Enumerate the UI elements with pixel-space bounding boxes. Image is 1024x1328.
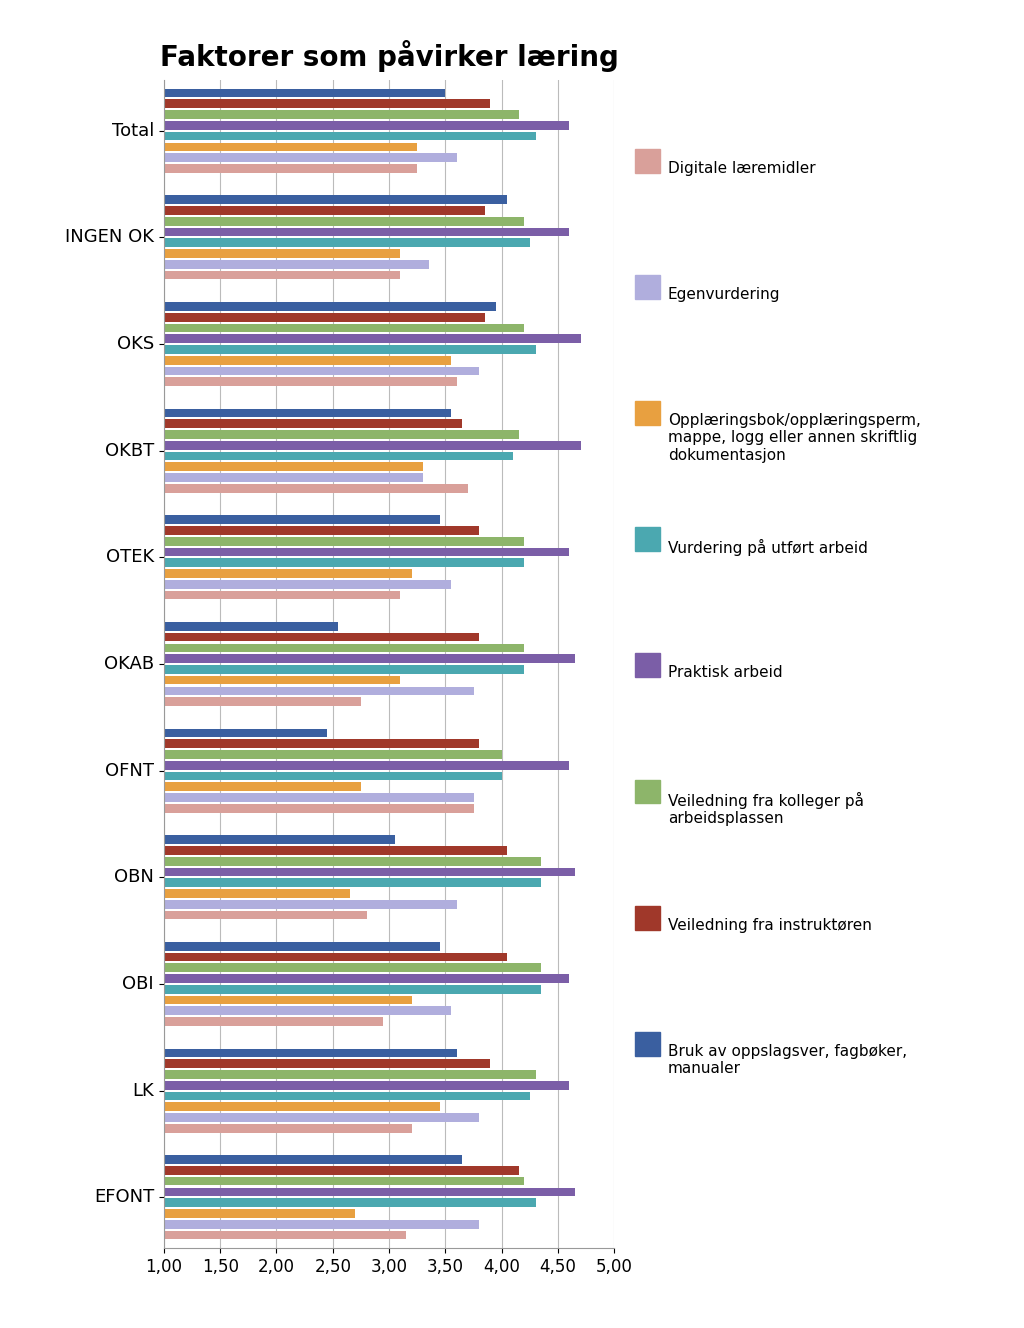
- Bar: [164, 131, 536, 141]
- Bar: [164, 1092, 530, 1101]
- Bar: [164, 558, 524, 567]
- Bar: [164, 420, 463, 428]
- Text: Vurdering på utført arbeid: Vurdering på utført arbeid: [668, 539, 867, 556]
- Bar: [164, 1007, 451, 1015]
- Bar: [164, 1070, 536, 1078]
- Bar: [164, 110, 518, 120]
- Bar: [164, 952, 507, 961]
- Bar: [164, 687, 473, 696]
- Text: Egenvurdering: Egenvurdering: [668, 287, 780, 301]
- Text: Opplæringsbok/opplæringsperm,
mappe, logg eller annen skriftlig
dokumentasjon: Opplæringsbok/opplæringsperm, mappe, log…: [668, 413, 921, 462]
- Bar: [164, 89, 445, 97]
- Bar: [164, 782, 360, 791]
- Bar: [164, 121, 569, 130]
- Bar: [164, 793, 473, 802]
- Bar: [164, 239, 530, 247]
- Bar: [164, 1177, 524, 1186]
- Bar: [164, 644, 524, 652]
- Bar: [164, 888, 349, 898]
- Bar: [164, 996, 412, 1004]
- Bar: [164, 1231, 406, 1239]
- Bar: [164, 515, 440, 525]
- Bar: [164, 409, 451, 417]
- Bar: [164, 153, 457, 162]
- Bar: [164, 632, 479, 641]
- Bar: [164, 356, 451, 365]
- Bar: [164, 301, 496, 311]
- Bar: [164, 900, 457, 908]
- Bar: [164, 857, 541, 866]
- Bar: [164, 271, 400, 279]
- Bar: [164, 547, 569, 556]
- Bar: [164, 452, 513, 461]
- Bar: [164, 772, 502, 781]
- Text: Digitale læremidler: Digitale læremidler: [668, 161, 815, 175]
- Bar: [164, 1113, 479, 1122]
- Bar: [164, 430, 518, 440]
- Bar: [164, 324, 524, 332]
- Bar: [164, 846, 507, 855]
- Bar: [164, 655, 575, 663]
- Text: Veiledning fra instruktøren: Veiledning fra instruktøren: [668, 918, 871, 932]
- Bar: [164, 665, 524, 673]
- Bar: [164, 206, 484, 215]
- Bar: [164, 622, 338, 631]
- Text: Faktorer som påvirker læring: Faktorer som påvirker læring: [160, 40, 618, 72]
- Bar: [164, 1187, 575, 1197]
- Bar: [164, 367, 479, 376]
- Bar: [164, 867, 575, 876]
- Bar: [164, 570, 412, 578]
- Bar: [164, 761, 569, 770]
- Bar: [164, 441, 581, 450]
- Bar: [164, 740, 479, 748]
- Bar: [164, 1060, 490, 1068]
- Bar: [164, 142, 418, 151]
- Bar: [164, 1017, 383, 1027]
- Bar: [164, 1081, 569, 1089]
- Bar: [164, 1102, 440, 1112]
- Bar: [164, 911, 367, 919]
- Bar: [164, 165, 418, 173]
- Text: Praktisk arbeid: Praktisk arbeid: [668, 665, 782, 680]
- Bar: [164, 216, 524, 226]
- Bar: [164, 1166, 518, 1175]
- Bar: [164, 537, 524, 546]
- Bar: [164, 1220, 479, 1228]
- Bar: [164, 697, 360, 706]
- Bar: [164, 878, 541, 887]
- Bar: [164, 985, 541, 993]
- Bar: [164, 1123, 412, 1133]
- Bar: [164, 1155, 463, 1163]
- Bar: [164, 750, 502, 758]
- Bar: [164, 942, 440, 951]
- Bar: [164, 260, 428, 268]
- Bar: [164, 676, 400, 684]
- Bar: [164, 377, 457, 386]
- Bar: [164, 313, 484, 321]
- Text: Veiledning fra kolleger på
arbeidsplassen: Veiledning fra kolleger på arbeidsplasse…: [668, 791, 863, 826]
- Bar: [164, 483, 468, 493]
- Bar: [164, 963, 541, 972]
- Bar: [164, 462, 423, 471]
- Bar: [164, 195, 507, 205]
- Bar: [164, 473, 423, 482]
- Bar: [164, 1049, 457, 1057]
- Text: Bruk av oppslagsver, fagbøker,
manualer: Bruk av oppslagsver, fagbøker, manualer: [668, 1044, 907, 1076]
- Bar: [164, 975, 569, 983]
- Bar: [164, 335, 581, 343]
- Bar: [164, 580, 451, 588]
- Bar: [164, 526, 479, 535]
- Bar: [164, 345, 536, 353]
- Bar: [164, 250, 400, 258]
- Bar: [164, 729, 328, 737]
- Bar: [164, 835, 394, 845]
- Bar: [164, 227, 569, 236]
- Bar: [164, 591, 400, 599]
- Bar: [164, 100, 490, 108]
- Bar: [164, 1198, 536, 1207]
- Bar: [164, 803, 473, 813]
- Bar: [164, 1208, 355, 1218]
